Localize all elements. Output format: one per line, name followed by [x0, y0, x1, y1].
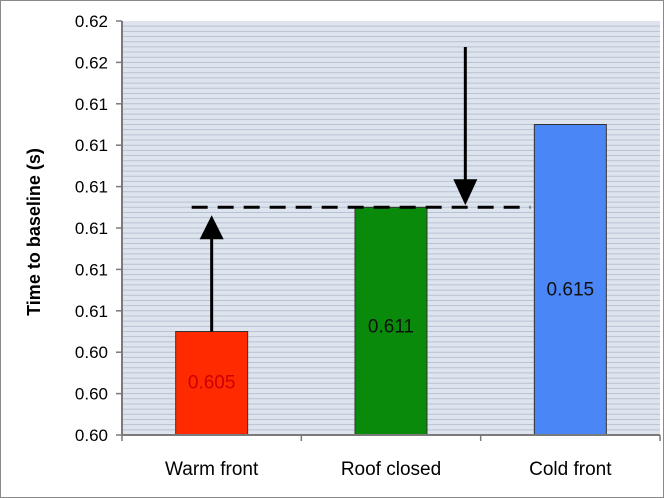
- y-tick-label: 0.61: [75, 219, 108, 238]
- bars: [175, 124, 607, 436]
- y-tick-label: 0.61: [75, 178, 108, 197]
- x-category-label: Cold front: [529, 459, 612, 480]
- bar-warm-front: [175, 331, 249, 436]
- y-tick-label: 0.61: [75, 302, 108, 321]
- y-axis-title: Time to baseline (s): [24, 148, 44, 316]
- bar-value-label: 0.605: [188, 372, 236, 393]
- y-tick-label: 0.60: [75, 343, 108, 362]
- x-category-label: Roof closed: [341, 459, 441, 480]
- x-category-label: Warm front: [165, 459, 259, 480]
- bar-value-label: 0.611: [368, 317, 414, 338]
- arrow-head-up: [199, 215, 224, 240]
- y-tick-label: 0.62: [75, 12, 108, 31]
- axes: [116, 20, 661, 441]
- bar-value-label: 0.615: [547, 279, 595, 300]
- y-tick-label: 0.61: [75, 136, 108, 155]
- annotations: [191, 47, 531, 332]
- arrow-head-down: [453, 179, 478, 206]
- y-tick-label: 0.61: [75, 95, 108, 114]
- y-tick-label: 0.62: [75, 53, 108, 72]
- labels: 0.605 0.611 0.615 0.60 0.60 0.60 0.61 0.61 0.61 0…: [75, 12, 612, 480]
- y-tick-label: 0.60: [75, 385, 108, 404]
- bar-cold-front: [533, 124, 607, 436]
- y-tick-label: 0.61: [75, 260, 108, 279]
- y-tick-label: 0.60: [75, 426, 108, 445]
